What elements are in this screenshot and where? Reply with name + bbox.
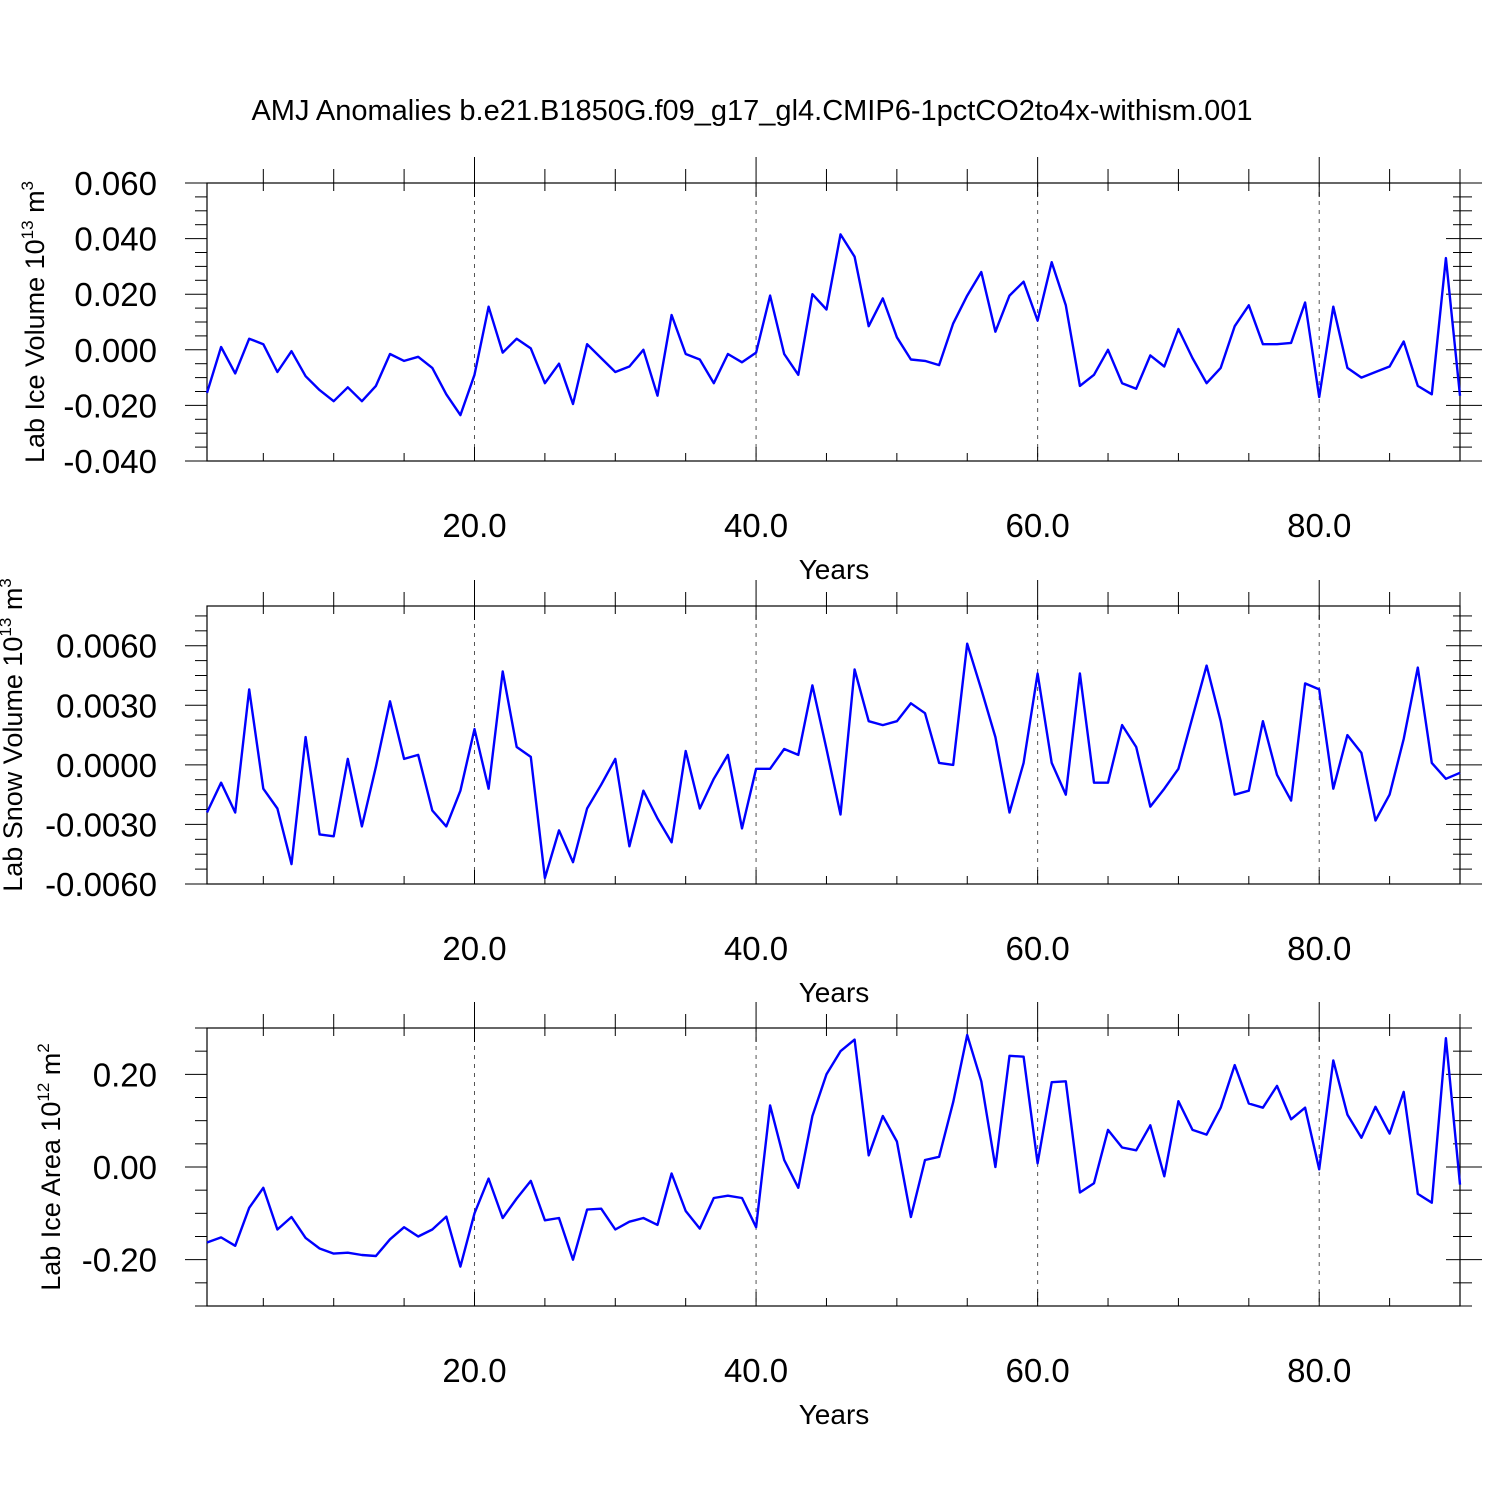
- x-tick-label: 60.0: [1006, 930, 1070, 967]
- y-tick-label: -0.0060: [45, 866, 157, 903]
- y-tick-label: 0.0060: [56, 628, 157, 665]
- y-tick-label: 0.020: [74, 276, 157, 313]
- x-tick-label: 80.0: [1287, 507, 1351, 544]
- x-axis-label: Years: [799, 1399, 870, 1430]
- plot-frame: [206, 605, 1461, 885]
- x-tick-label: 80.0: [1287, 930, 1351, 967]
- data-series-line: [205, 642, 1461, 880]
- y-tick-label: -0.0030: [45, 806, 157, 843]
- y-tick-label: -0.20: [82, 1242, 157, 1279]
- x-tick-label: 40.0: [724, 507, 788, 544]
- panel-3: -0.20 0.00 0.20 20.0 40.0 60.0 80.0 Years Lab Ic…: [34, 1002, 1482, 1430]
- y-tick-label: 0.0030: [56, 687, 157, 724]
- plot-frame: [206, 1027, 1461, 1307]
- x-tick-label: 80.0: [1287, 1352, 1351, 1389]
- y-tick-label: 0.20: [93, 1056, 157, 1093]
- y-tick-label: -0.040: [63, 443, 157, 480]
- x-tick-label: 20.0: [442, 1352, 506, 1389]
- panel-2: -0.0060 -0.0030 0.0000 0.0030 0.0060 20.0 40.0…: [0, 578, 1482, 1008]
- data-series-line: [205, 233, 1462, 417]
- x-tick-label: 60.0: [1006, 507, 1070, 544]
- x-tick-label: 60.0: [1006, 1352, 1070, 1389]
- y-tick-label: 0.040: [74, 221, 157, 258]
- y-tick-label: -0.020: [63, 387, 157, 424]
- y-tick-label: 0.060: [74, 165, 157, 202]
- x-tick-label: 40.0: [724, 1352, 788, 1389]
- y-tick-label: 0.000: [74, 332, 157, 369]
- chart-title: AMJ Anomalies b.e21.B1850G.f09_g17_gl4.C…: [251, 95, 1252, 127]
- y-axis-label: Lab Snow Volume 1013 m3: [0, 578, 28, 892]
- y-axis-label: Lab Ice Area 1012 m2: [34, 1043, 66, 1291]
- data-series-line: [206, 1033, 1462, 1268]
- x-tick-label: 40.0: [724, 930, 788, 967]
- x-tick-label: 20.0: [442, 507, 506, 544]
- x-axis-label: Years: [799, 554, 870, 585]
- y-tick-label: 0.00: [93, 1149, 157, 1186]
- y-tick-label: 0.0000: [56, 747, 157, 784]
- panel-1: -0.040 -0.020 0.000 0.020 0.040 0.060 20.0 40.0…: [18, 157, 1482, 585]
- x-tick-label: 20.0: [442, 930, 506, 967]
- plot-frame: [206, 182, 1461, 462]
- x-axis-label: Years: [799, 977, 870, 1008]
- y-axis-label: Lab Ice Volume 1013 m3: [18, 181, 50, 463]
